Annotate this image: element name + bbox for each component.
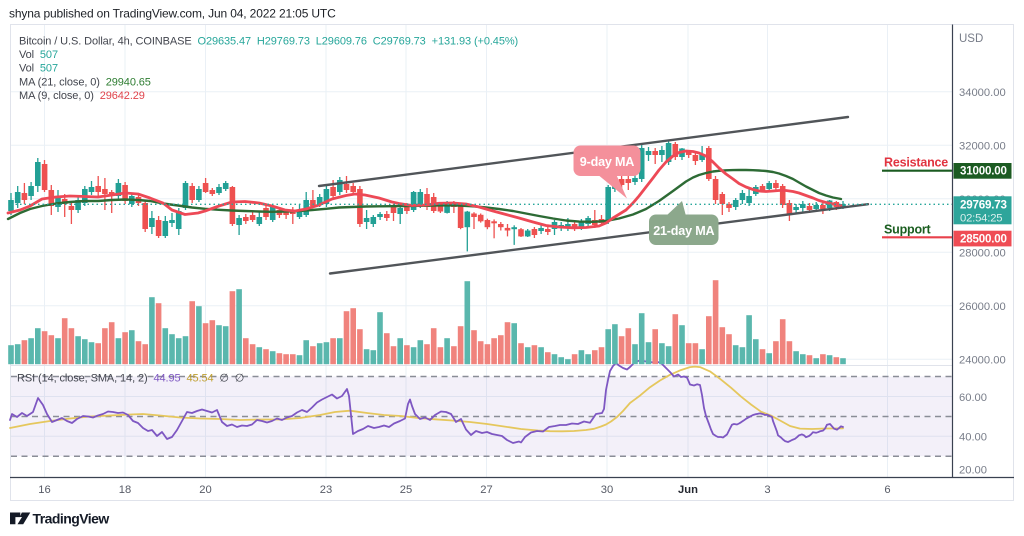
svg-text:MA (21, close, 0) 29940.65: MA (21, close, 0) 29940.65 (19, 77, 151, 89)
svg-text:21-day MA: 21-day MA (653, 224, 714, 238)
svg-text:Support: Support (884, 223, 932, 237)
svg-text:28500.00: 28500.00 (960, 232, 1007, 245)
svg-text:27: 27 (480, 484, 492, 496)
svg-text:32000.00: 32000.00 (959, 141, 1006, 153)
svg-text:MA (9, close, 0) 29642.29: MA (9, close, 0) 29642.29 (19, 90, 145, 102)
svg-text:40.00: 40.00 (959, 432, 987, 444)
svg-text:30: 30 (601, 484, 613, 496)
svg-text:shyna published on TradingView: shyna published on TradingView.com, Jun … (9, 7, 336, 21)
svg-text:28000.00: 28000.00 (959, 248, 1006, 260)
svg-text:29769.73: 29769.73 (960, 199, 1008, 212)
svg-text:Jun: Jun (678, 484, 698, 496)
svg-text:Vol 507: Vol 507 (19, 63, 58, 75)
svg-text:USD: USD (959, 33, 983, 45)
svg-text:34000.00: 34000.00 (959, 87, 1006, 99)
svg-text:23: 23 (320, 484, 332, 496)
svg-text:Vol 507: Vol 507 (19, 49, 58, 61)
svg-text:31000.00: 31000.00 (960, 165, 1007, 178)
svg-text:20: 20 (199, 484, 211, 496)
svg-text:9-day MA: 9-day MA (580, 155, 634, 169)
svg-text:RSI (14, close, SMA, 14, 2) 4: RSI (14, close, SMA, 14, 2) 44.95 45.54 … (17, 373, 244, 385)
svg-text:16: 16 (38, 484, 50, 496)
svg-text:26000.00: 26000.00 (959, 301, 1006, 313)
svg-text:TradingView: TradingView (33, 511, 110, 527)
svg-text:60.00: 60.00 (959, 392, 987, 404)
svg-text:20.00: 20.00 (959, 464, 987, 476)
svg-text:24000.00: 24000.00 (959, 355, 1006, 367)
svg-text:6: 6 (884, 484, 890, 496)
svg-text:Bitcoin / U.S. Dollar, 4h, COI: Bitcoin / U.S. Dollar, 4h, COINBASE O296… (19, 36, 518, 48)
svg-text:3: 3 (764, 484, 770, 496)
svg-text:18: 18 (119, 484, 131, 496)
svg-text:Resistance: Resistance (884, 156, 948, 170)
svg-text:02:54:25: 02:54:25 (960, 212, 1002, 224)
svg-text:25: 25 (400, 484, 412, 496)
